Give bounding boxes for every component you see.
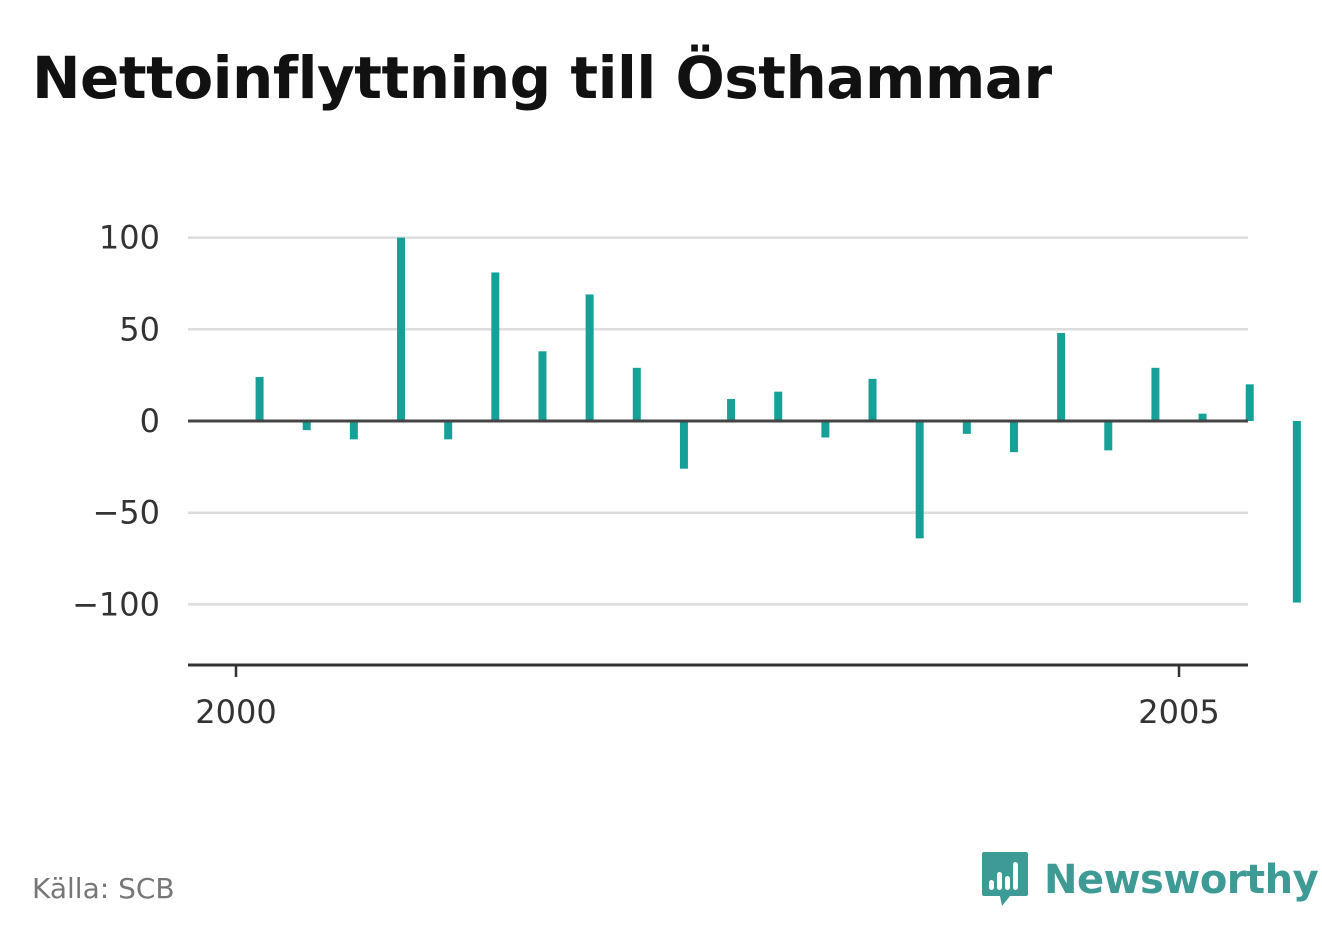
y-tick-label: 0 [140,402,160,440]
bar-series [255,237,1301,603]
source-label: Källa: SCB [32,872,175,905]
newsworthy-logo: Newsworthy [980,850,1319,910]
bar [1009,421,1018,453]
bar [585,294,594,421]
bar [727,398,736,421]
bar [632,367,641,421]
y-axis: 100 50 0 −50 −100 [72,219,160,624]
chart-bubble-icon [982,852,1028,906]
x-axis: 200020052010201520202025 [188,663,1248,731]
y-tick-label: −50 [92,494,160,532]
y-tick-label: 100 [99,219,160,257]
bar [444,421,453,440]
x-tick-label: 2000 [195,693,276,731]
brand-name: Newsworthy [1044,857,1319,903]
bar [962,421,971,434]
bar [868,378,877,421]
bar [255,376,264,421]
bar [1057,332,1066,421]
bar [1292,421,1301,603]
bar [821,421,830,438]
bar [915,421,924,539]
bar [491,272,500,421]
bar [1245,384,1254,421]
bar [397,237,406,421]
bar [302,421,311,431]
bar [679,421,688,469]
bar [1151,367,1160,421]
x-tick-label: 2005 [1138,693,1219,731]
y-tick-label: 50 [119,310,160,348]
grid-lines [188,236,1248,606]
y-tick-label: −100 [72,585,160,623]
bar [538,351,547,421]
chart-title: Nettoinflyttning till Östhammar [32,44,1052,112]
bar [774,391,783,421]
bar [1104,421,1113,451]
bar [349,421,358,440]
bar [1198,413,1207,421]
